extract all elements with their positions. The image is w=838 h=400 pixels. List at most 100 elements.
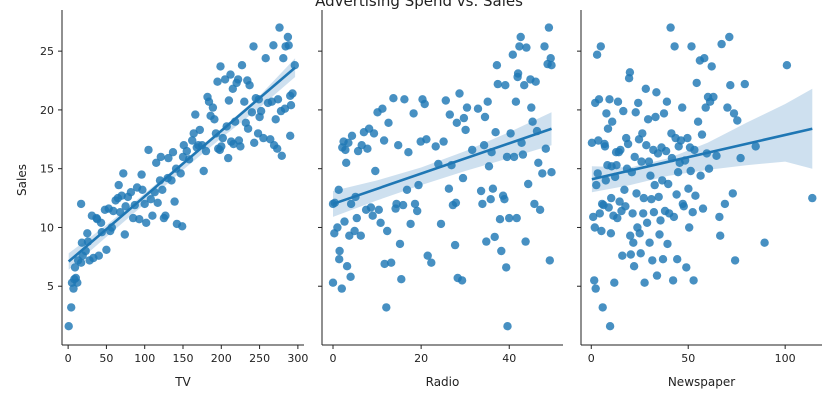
- y-tick-label: 10: [40, 221, 54, 234]
- data-point: [201, 146, 211, 156]
- data-point: [153, 198, 162, 207]
- data-point: [422, 135, 431, 144]
- data-point: [279, 54, 288, 63]
- data-point: [716, 231, 725, 240]
- data-point: [760, 238, 769, 247]
- data-point: [606, 229, 616, 238]
- data-point: [645, 238, 654, 247]
- x-tick-label: 0: [588, 352, 595, 365]
- data-point: [413, 206, 422, 216]
- data-point: [346, 272, 355, 281]
- data-point: [643, 115, 653, 124]
- data-point: [696, 171, 705, 180]
- data-point: [431, 142, 440, 151]
- data-point: [639, 193, 648, 203]
- data-point: [693, 117, 703, 126]
- x-tick-label: 20: [414, 352, 428, 365]
- data-point: [664, 179, 673, 189]
- data-point: [508, 50, 517, 59]
- data-point: [450, 240, 460, 250]
- data-point: [612, 161, 621, 170]
- data-point: [670, 42, 679, 51]
- data-point: [398, 200, 408, 210]
- data-point: [492, 60, 502, 70]
- data-point: [501, 81, 510, 90]
- data-point: [256, 106, 266, 116]
- data-point: [730, 256, 740, 265]
- data-point: [605, 322, 615, 331]
- data-point: [176, 169, 185, 178]
- y-tick-label: 25: [40, 45, 54, 58]
- data-point: [76, 199, 86, 209]
- data-point: [503, 322, 512, 331]
- data-point: [261, 54, 270, 63]
- data-point: [782, 60, 792, 70]
- data-point: [451, 198, 461, 207]
- panel-radio: 0 20 40 Radio: [318, 10, 563, 389]
- data-point: [259, 133, 268, 143]
- regression-line: [591, 127, 813, 181]
- data-point: [461, 125, 470, 135]
- data-point: [286, 101, 296, 110]
- data-point: [371, 166, 380, 176]
- chart-title: Advertising Spend vs. Sales: [315, 0, 523, 10]
- data-point: [652, 88, 661, 97]
- data-point: [547, 60, 556, 70]
- data-point: [673, 168, 683, 177]
- data-point: [631, 108, 640, 117]
- data-point: [368, 211, 377, 220]
- data-point: [629, 262, 639, 271]
- data-point: [698, 204, 708, 213]
- data-point: [704, 164, 714, 173]
- x-tick-label: 40: [502, 352, 516, 365]
- data-point: [211, 129, 221, 138]
- data-point: [628, 209, 637, 218]
- data-point: [384, 118, 393, 128]
- data-point: [67, 303, 76, 312]
- data-point: [601, 176, 610, 185]
- data-point: [395, 239, 405, 249]
- data-point: [484, 162, 494, 171]
- x-tick-label: 0: [65, 352, 72, 365]
- data-point: [389, 94, 398, 103]
- data-point: [380, 259, 389, 269]
- data-point: [736, 153, 745, 163]
- data-point: [522, 43, 531, 52]
- panel-tv: 0 50 100 150 200 250 300 5 10 15 20 25 TV: [40, 10, 308, 389]
- data-point: [511, 97, 521, 106]
- data-point: [545, 256, 554, 265]
- panel-newspaper: 0 50 100 Newspaper: [577, 10, 822, 389]
- data-point: [668, 276, 678, 285]
- data-point: [636, 249, 645, 258]
- data-point: [328, 278, 338, 287]
- data-point: [335, 246, 344, 256]
- data-point: [655, 230, 664, 239]
- data-point: [661, 146, 671, 156]
- data-point: [137, 170, 146, 179]
- x-tick-label: 250: [249, 352, 270, 365]
- data-point: [404, 148, 413, 157]
- data-point: [286, 131, 295, 140]
- data-point: [597, 226, 606, 236]
- data-point: [502, 152, 512, 162]
- data-point: [392, 199, 401, 209]
- data-point: [135, 215, 144, 224]
- data-point: [210, 115, 219, 124]
- data-point: [691, 191, 700, 200]
- data-point: [697, 130, 707, 139]
- data-point: [682, 263, 691, 272]
- data-point: [676, 136, 686, 145]
- data-point: [540, 42, 549, 51]
- data-point: [269, 41, 278, 50]
- data-point: [598, 303, 607, 312]
- data-point: [340, 217, 349, 226]
- data-point: [188, 136, 197, 145]
- data-point: [502, 263, 511, 272]
- data-point: [64, 322, 73, 331]
- data-point: [473, 104, 483, 113]
- data-point: [148, 211, 157, 220]
- data-point: [220, 75, 230, 84]
- x-axis-label: TV: [174, 375, 191, 389]
- data-point: [634, 98, 643, 108]
